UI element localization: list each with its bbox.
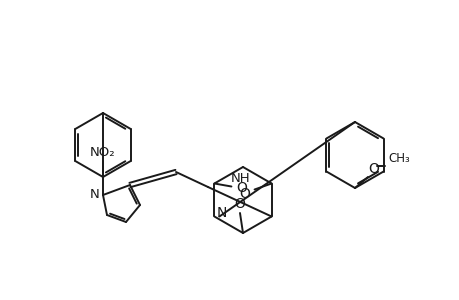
Text: NO₂: NO₂ bbox=[90, 146, 116, 160]
Text: NH: NH bbox=[231, 172, 250, 185]
Text: O: O bbox=[368, 162, 379, 176]
Text: O: O bbox=[234, 197, 245, 211]
Text: N: N bbox=[90, 188, 100, 200]
Text: O: O bbox=[239, 187, 250, 200]
Text: N: N bbox=[216, 206, 226, 220]
Text: O: O bbox=[235, 182, 246, 196]
Text: CH₃: CH₃ bbox=[387, 152, 409, 164]
